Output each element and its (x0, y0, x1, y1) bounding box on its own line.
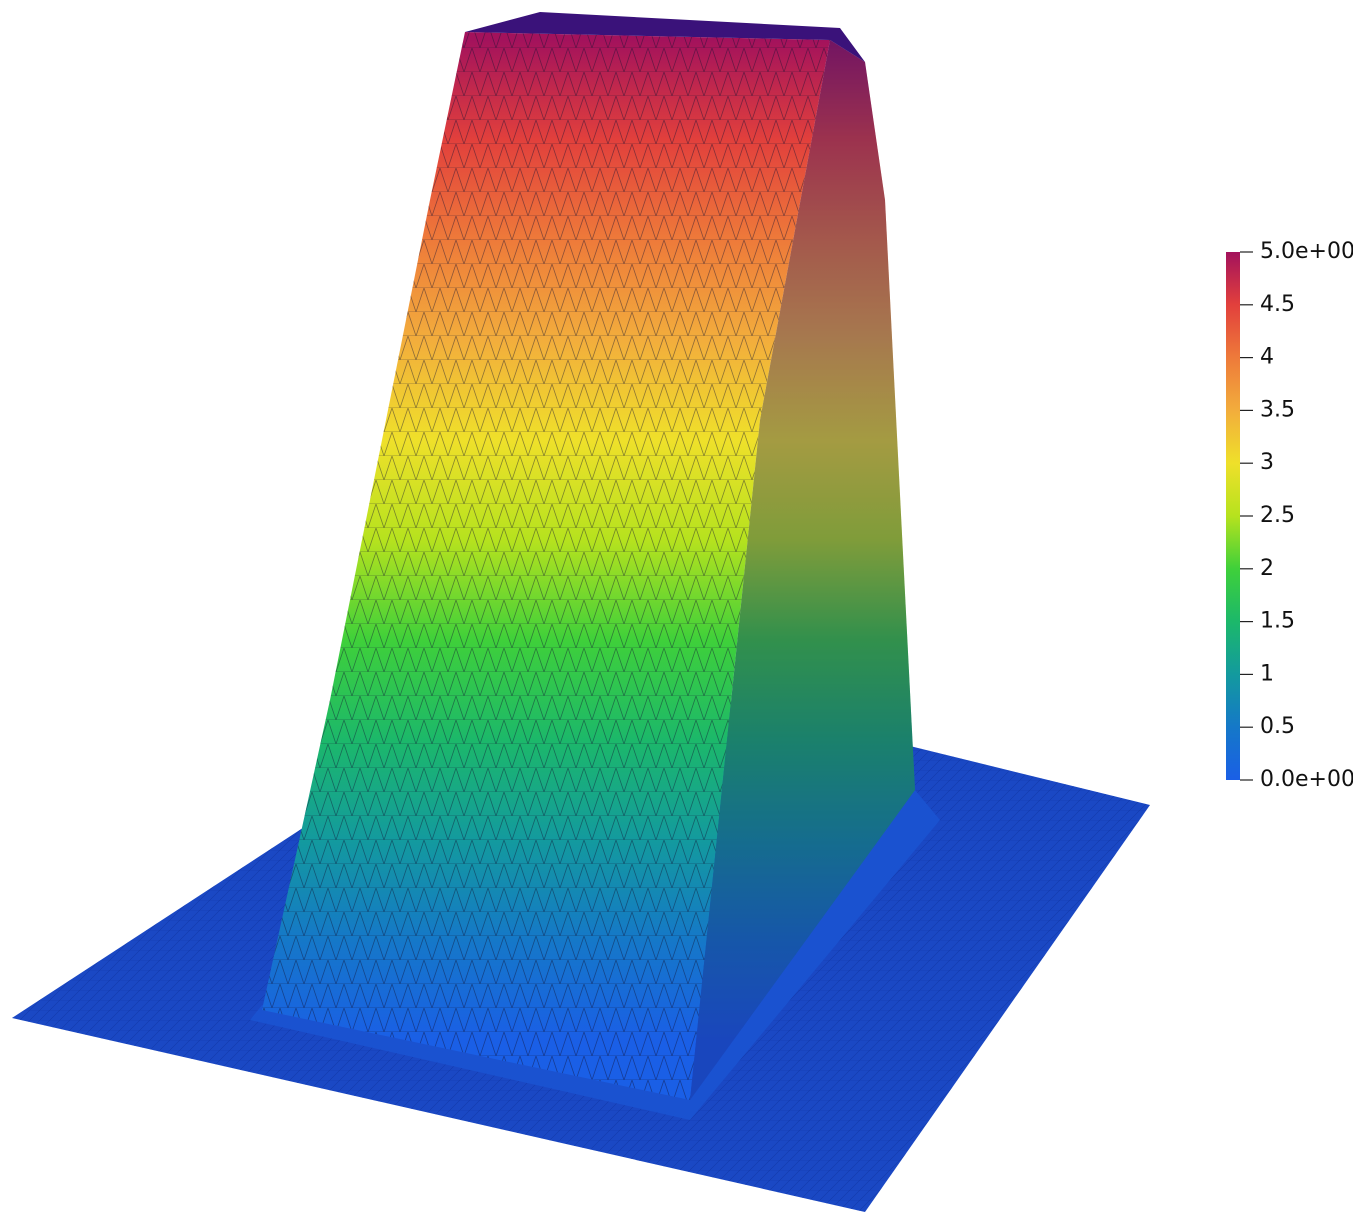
tick-label: 0.5 (1260, 714, 1295, 739)
tick-label: 1 (1260, 661, 1274, 686)
tick-label: 1.5 (1260, 609, 1295, 634)
tick-label: 0.0e+00 (1260, 767, 1353, 792)
tick-label: 3.5 (1260, 397, 1295, 422)
tower-top (465, 12, 865, 62)
tick-label: 4 (1260, 345, 1274, 370)
tick-label: 2.5 (1260, 503, 1295, 528)
tower-side-face (690, 40, 915, 1100)
color-legend: 5.0e+00 4.5 4 3.5 3 2.5 2 1.5 1 0.5 0.0e+00 (1226, 239, 1353, 792)
tick-label: 3 (1260, 450, 1274, 475)
tick-label: 2 (1260, 556, 1274, 581)
tick-label: 5.0e+00 (1260, 239, 1353, 264)
tower-side-shade (690, 40, 915, 1100)
color-bar (1226, 252, 1240, 780)
tower-skirt (250, 790, 940, 1120)
tower-front-mesh (262, 32, 830, 1100)
tick-label: 4.5 (1260, 292, 1295, 317)
surface (12, 12, 1150, 1212)
